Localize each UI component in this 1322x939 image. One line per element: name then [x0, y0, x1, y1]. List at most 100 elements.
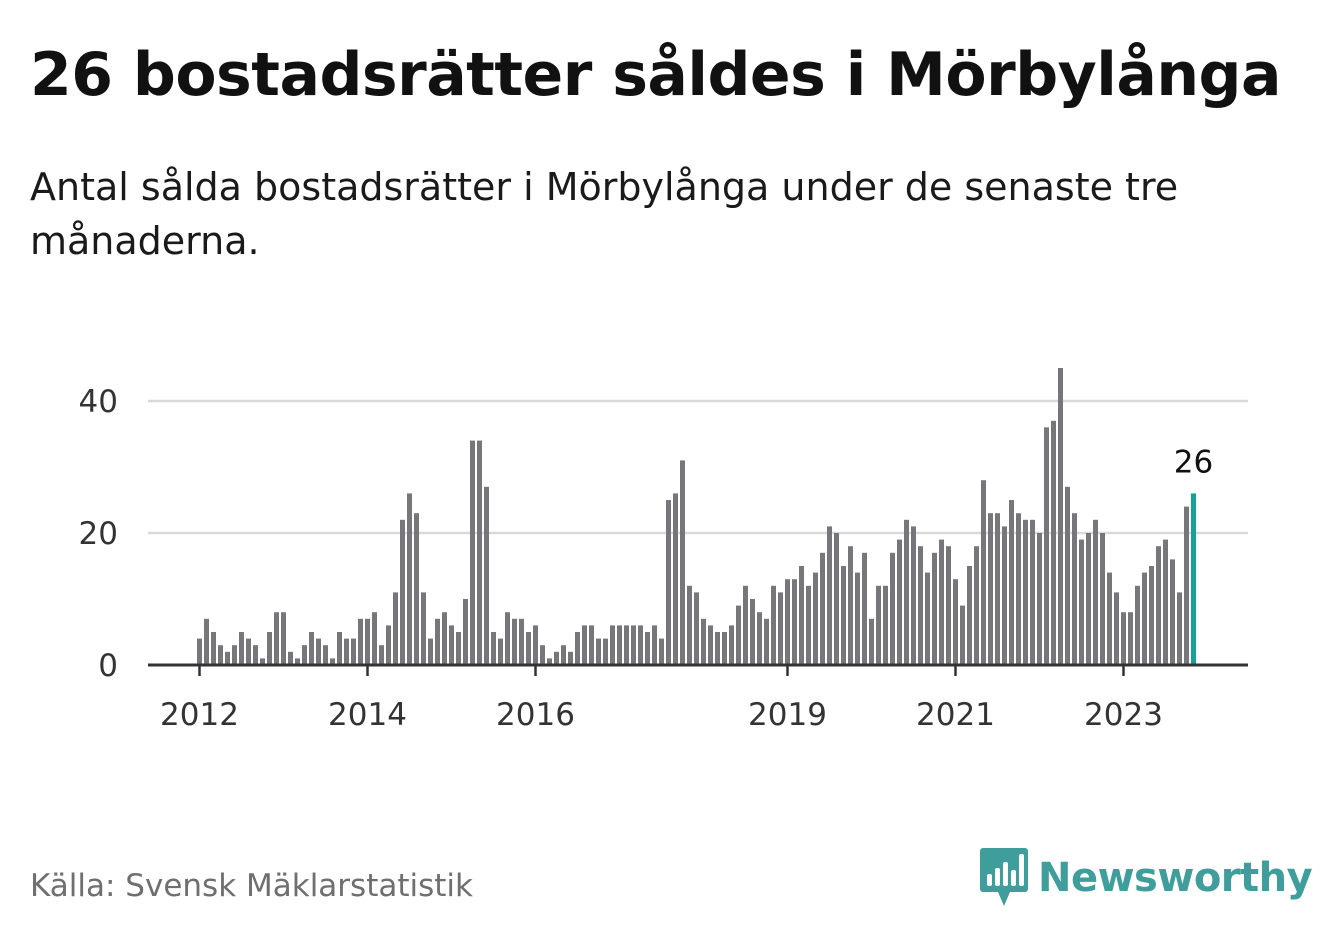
bar — [463, 599, 468, 665]
bar — [246, 638, 251, 665]
bar — [1065, 486, 1070, 665]
y-tick-label: 20 — [79, 516, 118, 552]
bar — [260, 658, 265, 665]
bar — [323, 645, 328, 665]
bar — [841, 566, 846, 665]
bar — [407, 493, 412, 665]
axes: 0 20 40 26 2012 2014 2016 2019 2021 2023 — [79, 384, 1248, 733]
bar — [638, 625, 643, 665]
bar — [911, 526, 916, 665]
bar — [344, 638, 349, 665]
bar — [715, 632, 720, 665]
bar — [904, 519, 909, 665]
bar — [694, 592, 699, 665]
bar — [603, 638, 608, 665]
y-tick-label: 40 — [79, 384, 118, 420]
bar — [414, 513, 419, 665]
bar — [848, 546, 853, 665]
brand-name: Newsworthy — [1038, 855, 1313, 901]
bar — [743, 585, 748, 665]
bar — [785, 579, 790, 665]
x-tick-label: 2016 — [496, 697, 575, 733]
bar — [729, 625, 734, 665]
bar — [540, 645, 545, 665]
bar — [610, 625, 615, 665]
bar — [316, 638, 321, 665]
bar — [393, 592, 398, 665]
x-tick-label: 2014 — [328, 697, 407, 733]
bar — [533, 625, 538, 665]
y-tick-label: 0 — [98, 648, 118, 684]
bar — [876, 585, 881, 665]
bar — [1177, 592, 1182, 665]
bar — [1170, 559, 1175, 665]
bar — [862, 552, 867, 665]
bar — [309, 632, 314, 665]
bar — [1016, 513, 1021, 665]
bar — [1009, 500, 1014, 665]
bar — [225, 651, 230, 665]
bar — [498, 638, 503, 665]
bar — [470, 440, 475, 665]
bar — [274, 612, 279, 665]
bar — [505, 612, 510, 665]
x-tick-label: 2019 — [748, 697, 827, 733]
bar — [960, 605, 965, 665]
chart-title: 26 bostadsrätter såldes i Mörbylånga — [30, 40, 1281, 110]
x-tick-label: 2023 — [1084, 697, 1163, 733]
bar — [239, 632, 244, 665]
bar — [526, 632, 531, 665]
bar — [813, 572, 818, 665]
bar — [477, 440, 482, 665]
bar — [890, 552, 895, 665]
bar — [1156, 546, 1161, 665]
bar — [1184, 506, 1189, 665]
bar — [939, 539, 944, 665]
bar — [1030, 519, 1035, 665]
bar — [267, 632, 272, 665]
bar — [386, 625, 391, 665]
bar — [302, 645, 307, 665]
bar — [687, 585, 692, 665]
bar — [449, 625, 454, 665]
bar — [1142, 572, 1147, 665]
bar — [197, 638, 202, 665]
bar — [680, 460, 685, 665]
bar — [204, 618, 209, 665]
bar — [456, 632, 461, 665]
bar — [967, 566, 972, 665]
bar — [1002, 526, 1007, 665]
bar-highlight — [1191, 493, 1196, 665]
bar — [547, 658, 552, 665]
gridlines — [148, 399, 1248, 535]
bar — [1058, 368, 1063, 665]
bar — [918, 546, 923, 665]
bar — [946, 546, 951, 665]
bar — [883, 585, 888, 665]
bar — [491, 632, 496, 665]
bar — [295, 658, 300, 665]
bar — [757, 612, 762, 665]
bar — [512, 618, 517, 665]
bars — [197, 368, 1196, 665]
bar — [995, 513, 1000, 665]
bar — [337, 632, 342, 665]
bar — [1079, 539, 1084, 665]
bar — [232, 645, 237, 665]
bar — [855, 572, 860, 665]
bar — [372, 612, 377, 665]
bar — [988, 513, 993, 665]
bar — [659, 638, 664, 665]
bar — [1051, 420, 1056, 665]
bar — [365, 618, 370, 665]
bar — [435, 618, 440, 665]
bar — [953, 579, 958, 665]
bar — [820, 552, 825, 665]
bar — [897, 539, 902, 665]
bar — [288, 651, 293, 665]
bar — [1072, 513, 1077, 665]
bar — [358, 618, 363, 665]
bar — [974, 546, 979, 665]
newsworthy-logo-icon — [980, 848, 1028, 906]
bar — [1114, 592, 1119, 665]
